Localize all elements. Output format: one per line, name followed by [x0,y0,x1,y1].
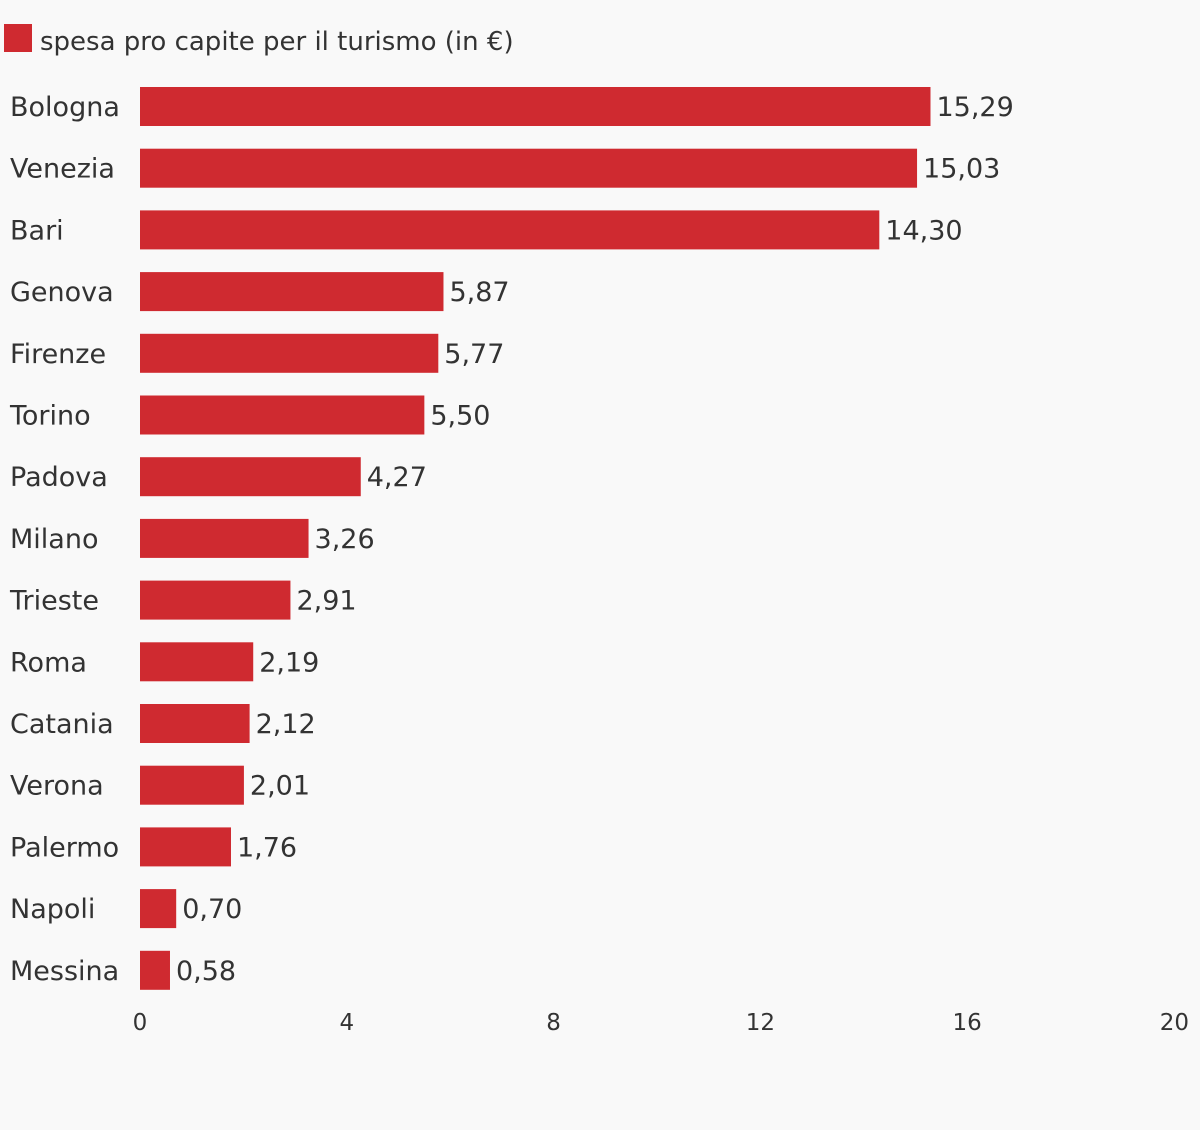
value-label-milano: 3,26 [315,524,375,555]
category-label-milano: Milano [10,524,98,555]
bar-roma [140,642,254,682]
bar-catania [140,704,250,743]
value-labels: 15,29 15,03 14,30 5,87 5,77 5,504,27 3,26 2,91 2… [176,92,1014,987]
legend: spesa pro capite per il turismo (in €) [4,24,514,57]
bar-napoli [140,889,177,929]
bar-genova [140,272,444,312]
category-label-messina: Messina [10,956,119,987]
category-label-venezia: Venezia [10,154,115,185]
value-label-messina: 0,58 [176,956,236,987]
x-tick-label-0: 0 [133,1010,148,1036]
category-label-catania: Catania [10,709,114,740]
bar-firenze [140,333,439,373]
value-label-padova: 4,27 [367,462,427,493]
value-label-venezia: 15,03 [923,154,1000,185]
legend-label: spesa pro capite per il turismo (in €) [40,27,514,57]
value-label-roma: 2,19 [259,647,319,678]
x-tick-label-4: 4 [339,1010,354,1036]
x-tick-label-8: 8 [546,1010,561,1036]
category-label-verona: Verona [10,771,104,802]
value-label-palermo: 1,76 [237,832,297,863]
value-label-genova: 5,87 [449,277,509,308]
bar-torino [140,395,425,435]
value-label-torino: 5,50 [430,401,490,432]
x-tick-label-16: 16 [953,1010,982,1036]
value-label-trieste: 2,91 [296,586,356,617]
bar-milano [140,518,309,558]
category-label-trieste: Trieste [9,586,99,617]
bar-verona [140,765,244,805]
category-label-torino: Torino [9,401,91,432]
x-axis: 0 4 8 12 16 20 [133,1010,1189,1036]
bar-messina [140,950,170,990]
category-label-palermo: Palermo [10,832,119,863]
category-label-genova: Genova [10,277,114,308]
value-label-bari: 14,30 [885,215,962,246]
bar-bari [140,210,880,250]
legend-swatch [4,24,32,52]
bar-trieste [140,580,291,620]
category-label-bari: Bari [10,215,64,246]
category-label-firenze: Firenze [10,339,106,370]
x-tick-label-12: 12 [746,1010,775,1036]
x-tick-label-20: 20 [1160,1010,1189,1036]
category-label-napoli: Napoli [10,894,95,925]
category-label-bologna: Bologna [10,92,120,123]
bar-palermo [140,827,231,867]
category-label-roma: Roma [10,647,87,678]
value-label-catania: 2,12 [256,709,316,740]
value-label-verona: 2,01 [250,771,310,802]
bar-padova [140,457,361,497]
value-label-bologna: 15,29 [936,92,1013,123]
value-label-firenze: 5,77 [444,339,504,370]
bar-venezia [140,148,918,188]
bars-group [140,87,931,990]
category-label-padova: Padova [10,462,108,493]
value-label-napoli: 0,70 [182,894,242,925]
category-labels: Bologna Venezia Bari Genova Firenze Torino Pad… [9,92,120,987]
bar-bologna [140,87,931,126]
